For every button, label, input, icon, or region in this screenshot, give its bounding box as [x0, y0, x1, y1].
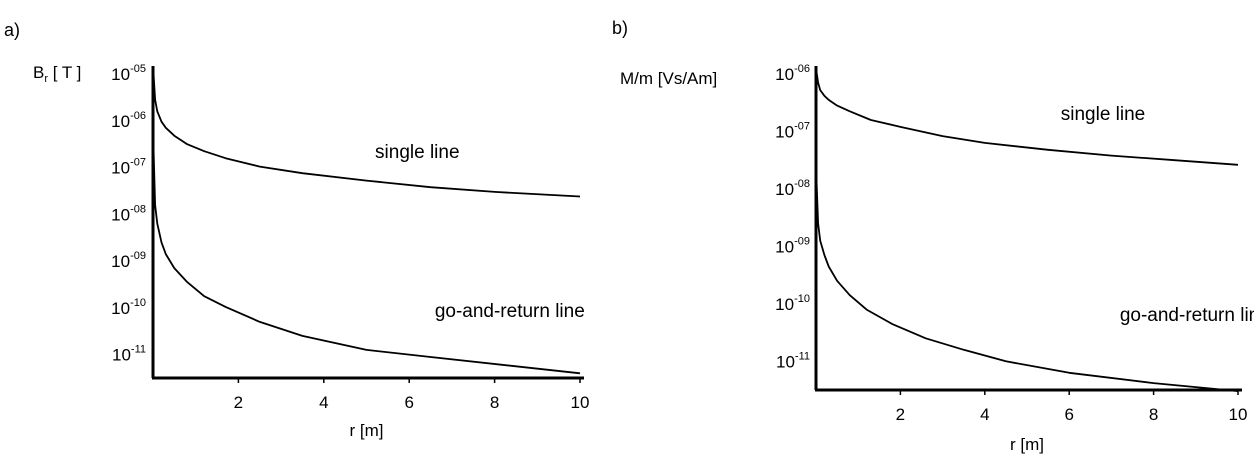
x-tick-label: 6 — [404, 393, 413, 412]
y-tick-label: 10-11 — [776, 350, 810, 371]
series-line-2 — [152, 144, 581, 375]
y-tick-label: 10-06 — [775, 63, 810, 84]
x-tick-label: 10 — [571, 393, 590, 412]
y-axis-label: M/m [Vs/Am] — [620, 69, 717, 88]
series-label-1: single line — [375, 142, 460, 163]
x-tick-label: 4 — [980, 405, 989, 424]
chart-b-svg: b) M/m [Vs/Am] 10-06 10-07 10-08 10-09 10-10 10… — [612, 18, 1254, 454]
x-tick-label: 4 — [319, 393, 328, 412]
x-axis-label: r [m] — [350, 421, 384, 440]
series-line-1 — [815, 70, 1239, 166]
x-tick-label: 8 — [1149, 405, 1158, 424]
chart-a-svg: a) Br [ T ] 10-05 10-06 10-07 10-08 10-09 10-10… — [4, 20, 590, 440]
series-line-1 — [152, 71, 581, 198]
y-tick-label: 10-06 — [111, 110, 146, 131]
panel-label: a) — [4, 20, 20, 40]
y-tick-label: 10-10 — [775, 293, 810, 314]
y-tick-label: 10-07 — [111, 157, 146, 178]
y-tick-label: 10-09 — [111, 250, 146, 271]
series-label-2: go-and-return line — [435, 301, 585, 322]
y-axis-label: Br [ T ] — [33, 63, 81, 85]
x-tick-label: 2 — [234, 393, 243, 412]
x-tick-label: 8 — [490, 393, 499, 412]
y-tick-label: 10-05 — [111, 63, 146, 84]
x-tick-label: 6 — [1064, 405, 1073, 424]
y-tick-label: 10-11 — [112, 344, 146, 365]
x-axis-label: r [m] — [1010, 435, 1044, 454]
x-tick-label: 10 — [1229, 405, 1248, 424]
y-tick-label: 10-08 — [775, 178, 810, 199]
series-label-2: go-and-return line — [1120, 305, 1254, 326]
x-tick-label: 2 — [896, 405, 905, 424]
panel-label: b) — [612, 18, 628, 38]
y-tick-label: 10-08 — [111, 203, 146, 224]
chart-panel-a: a) Br [ T ] 10-05 10-06 10-07 10-08 10-09 10-10… — [0, 0, 620, 456]
chart-panel-b: b) M/m [Vs/Am] 10-06 10-07 10-08 10-09 10-10 10… — [600, 0, 1254, 456]
series-line-2 — [815, 177, 1239, 392]
y-tick-label: 10-10 — [111, 297, 146, 318]
series-label-1: single line — [1061, 104, 1146, 125]
y-tick-label: 10-07 — [775, 120, 810, 141]
y-tick-label: 10-09 — [775, 235, 810, 256]
